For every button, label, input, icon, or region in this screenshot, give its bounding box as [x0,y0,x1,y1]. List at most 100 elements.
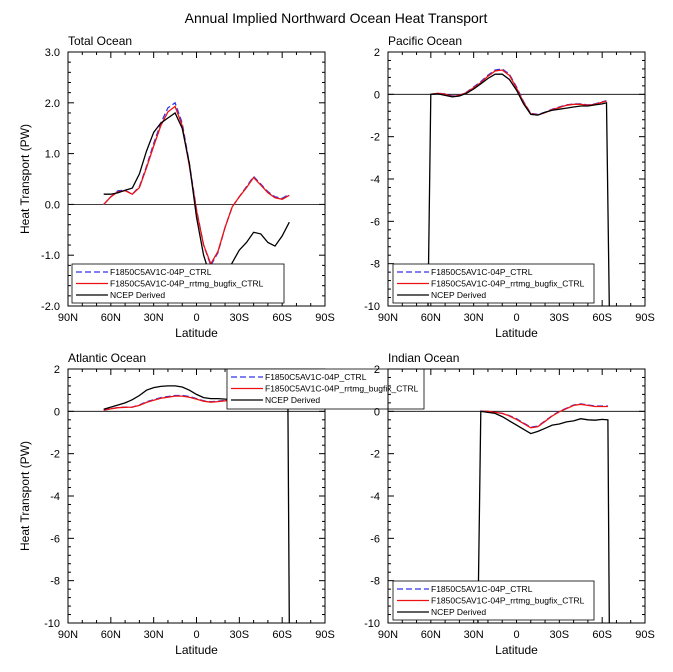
legend-label: NCEP Derived [431,607,486,617]
y-tick-label: -6 [50,533,60,545]
plot-frame [67,368,326,624]
x-tick-label: 60S [272,629,292,641]
x-tick-label: 60S [592,629,612,641]
x-tick-label: 60S [272,312,292,324]
panel-title: Total Ocean [68,34,132,48]
x-tick-label: 30N [464,312,484,324]
x-tick-label: 30S [230,629,250,641]
y-tick-label: -10 [364,618,380,630]
figure-title: Annual Implied Northward Ocean Heat Tran… [185,10,488,26]
panel-title: Indian Ocean [388,351,459,365]
x-axis-label: Latitude [175,326,218,340]
y-tick-label: 0.0 [45,199,60,211]
y-tick-label: 2 [54,364,60,376]
x-tick-label: 30S [550,312,570,324]
y-tick-label: -6 [370,533,380,545]
series-line-ncep [427,73,610,306]
chart-panel-4: 90N 60N 30N 0 30S 60S 90S -10 -8 -6 -4 -2 0 2 Indian O… [364,351,655,657]
legend-label: F1850C5AV1C-04P_rrtmg_bugfix_CTRL [431,279,585,289]
legend-label: NCEP Derived [431,290,486,300]
series-line-bugfix [103,105,290,266]
plot-frame [67,51,326,307]
y-tick-label: -2.0 [41,301,60,313]
y-tick-label: -8 [370,259,380,271]
x-axis-label: Latitude [175,643,218,657]
x-tick-label: 90N [378,629,398,641]
y-tick-label: -8 [370,576,380,588]
legend-label: F1850C5AV1C-04P_rrtmg_bugfix_CTRL [265,384,419,394]
panel-title: Atlantic Ocean [68,351,146,365]
series-line-ncep [103,112,290,287]
panels: 90N 60N 30N 0 30S 60S 90S -2.0 -1.0 0.0 1.0 2.0 3.0 T… [18,34,655,657]
y-tick-label: -4 [370,491,380,503]
chart-panel-1: 90N 60N 30N 0 30S 60S 90S -2.0 -1.0 0.0 1.0 2.0 3.0 T… [18,34,335,340]
legend-label: F1850C5AV1C-04P_CTRL [431,584,533,594]
x-tick-label: 90N [378,312,398,324]
legend-label: F1850C5AV1C-04P_rrtmg_bugfix_CTRL [110,279,264,289]
y-tick-label: -4 [370,174,380,186]
legend-label: F1850C5AV1C-04P_rrtmg_bugfix_CTRL [431,596,585,606]
y-tick-label: -8 [50,576,60,588]
y-tick-label: 2 [374,47,380,59]
legend: F1850C5AV1C-04P_CTRL F1850C5AV1C-04P_rrtm… [392,263,595,304]
x-tick-label: 90S [315,629,335,641]
y-tick-label: -6 [370,216,380,228]
y-tick-label: 1.0 [45,149,60,161]
legend-label: F1850C5AV1C-04P_CTRL [110,267,212,277]
y-tick-label: -2 [370,132,380,144]
y-tick-label: 2.0 [45,98,60,110]
legend-label: NCEP Derived [110,290,165,300]
series-line-bugfix [480,403,608,429]
y-tick-label: -2 [370,449,380,461]
x-tick-label: 30N [464,629,484,641]
y-tick-label: 3.0 [45,47,60,59]
x-tick-label: 0 [193,312,199,324]
plot-frame [387,368,646,624]
y-tick-label: -4 [50,491,60,503]
x-axis-label: Latitude [495,326,538,340]
x-tick-label: 60N [421,312,441,324]
y-tick-label: -10 [44,618,60,630]
x-axis-label: Latitude [495,643,538,657]
x-tick-label: 90S [635,629,655,641]
x-tick-label: 60N [101,312,121,324]
x-tick-label: 90S [635,312,655,324]
y-tick-label: 0 [374,89,380,101]
legend-label: F1850C5AV1C-04P_CTRL [431,267,533,277]
x-tick-label: 90S [315,312,335,324]
series-line-ncep [103,385,290,623]
x-tick-label: 30N [144,629,164,641]
x-tick-label: 0 [513,629,519,641]
chart-panel-3: 90N 60N 30N 0 30S 60S 90S -10 -8 -6 -4 -2 0 2 Atlantic… [18,351,425,657]
series-line-bugfix [430,69,607,116]
legend: F1850C5AV1C-04P_CTRL F1850C5AV1C-04P_rrtm… [71,263,285,304]
y-tick-label: -2 [50,449,60,461]
x-tick-label: 30S [550,629,570,641]
chart-panel-2: 90N 60N 30N 0 30S 60S 90S -10 -8 -6 -4 -2 0 2 Pacific … [364,34,655,340]
x-tick-label: 30N [144,312,164,324]
x-tick-label: 0 [513,312,519,324]
x-tick-label: 60N [101,629,121,641]
y-axis-label: Heat Transport (PW) [18,441,32,551]
y-tick-label: -1.0 [41,250,60,262]
y-axis-label: Heat Transport (PW) [18,124,32,234]
series-line-ncep [477,410,610,623]
x-tick-label: 0 [193,629,199,641]
y-tick-label: 0 [374,406,380,418]
y-tick-label: 2 [374,364,380,376]
panel-title: Pacific Ocean [388,34,462,48]
series-line-ctrl [103,101,290,267]
plot-frame [387,51,646,307]
x-tick-label: 30S [230,312,250,324]
y-tick-label: -10 [364,301,380,313]
x-tick-label: 90N [58,312,78,324]
legend: F1850C5AV1C-04P_CTRL F1850C5AV1C-04P_rrtm… [392,580,595,621]
y-tick-label: 0 [54,406,60,418]
x-tick-label: 60S [592,312,612,324]
legend: F1850C5AV1C-04P_CTRL F1850C5AV1C-04P_rrtm… [226,368,425,410]
x-tick-label: 60N [421,629,441,641]
legend-label: NCEP Derived [265,395,320,405]
x-tick-label: 90N [58,629,78,641]
legend-label: F1850C5AV1C-04P_CTRL [265,372,367,382]
